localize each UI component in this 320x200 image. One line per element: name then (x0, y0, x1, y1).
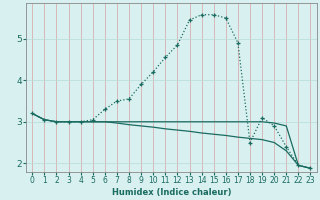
X-axis label: Humidex (Indice chaleur): Humidex (Indice chaleur) (112, 188, 231, 197)
